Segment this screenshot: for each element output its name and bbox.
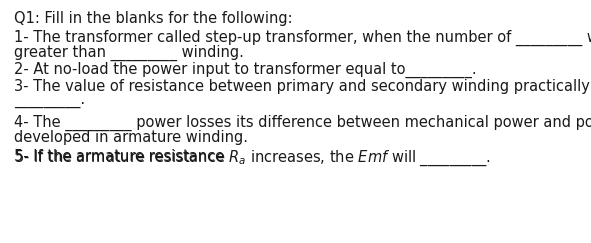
Text: 3- The value of resistance between primary and secondary winding practically equ: 3- The value of resistance between prima… <box>14 79 591 94</box>
Text: 5- If the armature resistance: 5- If the armature resistance <box>14 149 229 164</box>
Text: 2- At no-load the power input to transformer equal to_________.: 2- At no-load the power input to transfo… <box>14 62 476 78</box>
Text: Q1: Fill in the blanks for the following:: Q1: Fill in the blanks for the following… <box>14 11 293 26</box>
Text: 5- If the armature resistance $R_a$ increases, the $\it{Emf}$ will _________.: 5- If the armature resistance $R_a$ incr… <box>14 149 491 168</box>
Text: developed in armature winding.: developed in armature winding. <box>14 130 248 145</box>
Text: 4- The _________ power losses its difference between mechanical power and power: 4- The _________ power losses its differ… <box>14 115 591 131</box>
Text: 1- The transformer called step-up transformer, when the number of _________ wind: 1- The transformer called step-up transf… <box>14 30 591 46</box>
Text: greater than _________ winding.: greater than _________ winding. <box>14 45 244 61</box>
Text: _________.: _________. <box>14 94 85 109</box>
